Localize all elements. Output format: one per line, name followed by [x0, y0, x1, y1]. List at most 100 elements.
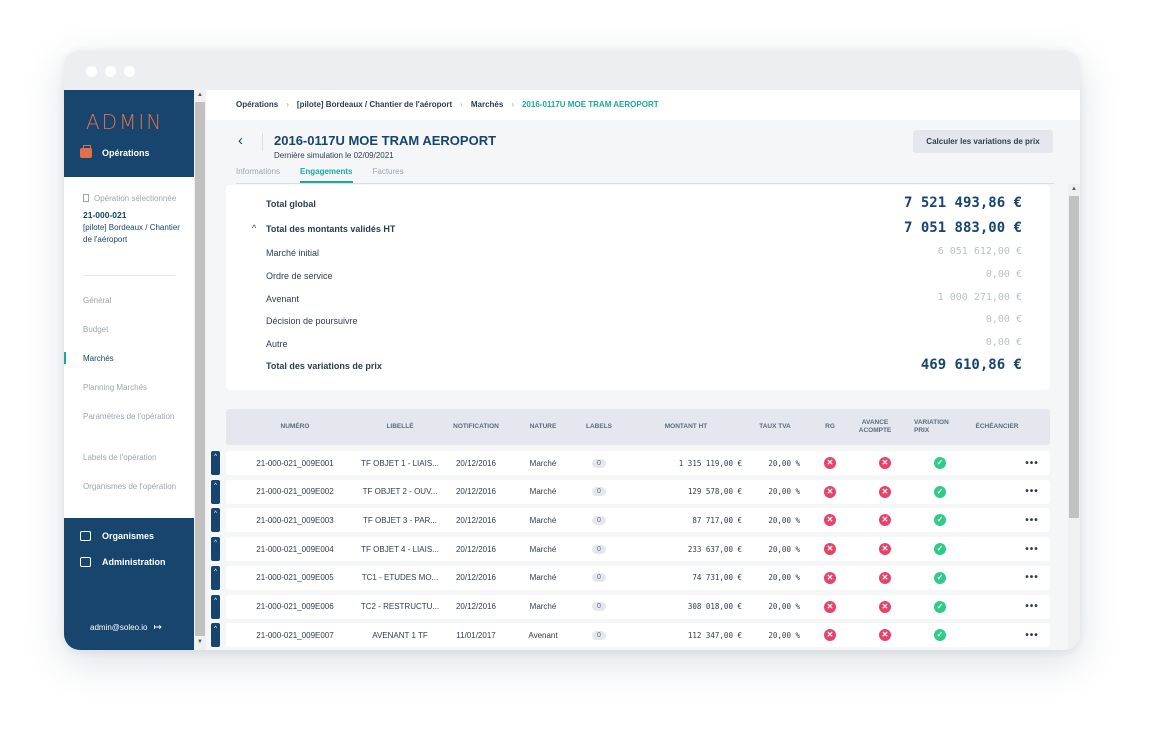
- more-options-icon[interactable]: •••: [1025, 514, 1039, 526]
- sidebar-scroll-thumb[interactable]: [195, 102, 205, 636]
- scroll-up-icon[interactable]: ▲: [1071, 186, 1077, 192]
- sidebar-item-organismes-operation[interactable]: Organismes de l'opération: [83, 482, 177, 491]
- main-scrollbar[interactable]: ▲: [1068, 184, 1080, 650]
- sidebar-item-budget[interactable]: Budget: [83, 325, 109, 334]
- cell-nature: Marché: [529, 602, 557, 611]
- table-row[interactable]: 21-000-021_009E007 AVENANT 1 TF 11/01/2017…: [226, 623, 1050, 648]
- nav-administration[interactable]: Administration: [80, 557, 166, 567]
- expand-row-button[interactable]: ^: [211, 479, 220, 504]
- labels-count-badge[interactable]: 0: [592, 602, 606, 611]
- sidebar-item-general[interactable]: Général: [83, 296, 112, 305]
- cell-rg: ✕: [810, 595, 850, 619]
- tab-factures[interactable]: Factures: [372, 167, 404, 176]
- user-account[interactable]: admin@soleo.io ↦: [90, 622, 162, 633]
- cell-labels: 0: [572, 508, 626, 532]
- labels-count-badge[interactable]: 0: [592, 487, 606, 497]
- sidebar-item-labels[interactable]: Labels de l'opération: [83, 453, 157, 462]
- cell-tva: 20,00 %: [768, 544, 800, 554]
- calculate-variations-button[interactable]: Calculer les variations de prix: [913, 130, 1053, 153]
- x-circle-icon: ✕: [879, 485, 891, 498]
- column-header-rg[interactable]: RG: [825, 423, 835, 430]
- sidebar-item-parametres[interactable]: Paramètres de l'opération: [83, 412, 175, 421]
- more-options-icon[interactable]: •••: [1025, 457, 1039, 469]
- main-content: Opérations › [pilote] Bordeaux / Chantie…: [206, 90, 1080, 650]
- main-scroll-thumb[interactable]: [1069, 196, 1079, 518]
- column-header-nature[interactable]: NATURE: [529, 423, 557, 430]
- column-header-numero[interactable]: NUMÉRO: [280, 423, 310, 430]
- summary-line: Ordre de service 0,00 €: [226, 267, 1050, 287]
- expand-row-button[interactable]: ^: [211, 537, 220, 562]
- column-header-libelle[interactable]: LIBELLÉ: [386, 423, 414, 430]
- cell-libelle: TF OBJET 4 - LIAIS...: [361, 544, 439, 554]
- summary-validated[interactable]: ^ Total des montants validés HT 7 051 88…: [226, 220, 1050, 240]
- breadcrumb-item[interactable]: Marchés: [470, 100, 504, 109]
- labels-count-badge[interactable]: 0: [592, 573, 606, 583]
- chevron-up-icon[interactable]: ^: [252, 223, 257, 233]
- nav-operations[interactable]: Opérations: [80, 145, 150, 158]
- cell-rg: ✕: [810, 508, 850, 532]
- tab-engagements[interactable]: Engagements: [300, 167, 353, 183]
- breadcrumb-item[interactable]: [pilote] Bordeaux / Chantier de l'aéropo…: [296, 100, 453, 109]
- sidebar-item-marches[interactable]: Marchés: [83, 354, 114, 363]
- building-icon: [83, 194, 89, 202]
- expand-row-button[interactable]: ^: [211, 565, 220, 590]
- cell-notification: 20/12/2016: [455, 573, 497, 583]
- labels-count-badge[interactable]: 0: [592, 515, 606, 525]
- more-options-icon[interactable]: •••: [1025, 629, 1039, 641]
- nav-organismes[interactable]: Organismes: [80, 531, 154, 541]
- admin-logo: ADMIN: [86, 110, 164, 134]
- column-header-avance[interactable]: AVANCE ACOMPTE: [852, 409, 898, 445]
- back-arrow-icon[interactable]: ‹: [238, 132, 243, 149]
- table-row[interactable]: 21-000-021_009E005 TC1 - ETUDES MO... 20/1…: [226, 565, 1050, 590]
- summary-line: Autre 0,00 €: [226, 335, 1050, 355]
- x-circle-icon: ✕: [824, 600, 836, 613]
- sidebar-scrollbar[interactable]: ▲ ▼: [194, 90, 206, 650]
- expand-row-button[interactable]: ^: [211, 623, 220, 648]
- check-circle-icon: ✓: [934, 457, 946, 469]
- cell-tva: 20,00 %: [768, 458, 800, 468]
- column-header-labels[interactable]: LABELS: [586, 423, 612, 430]
- labels-count-badge[interactable]: 0: [592, 630, 606, 640]
- summary-label: Décision de poursuivre: [266, 316, 358, 326]
- window-dot[interactable]: [124, 66, 135, 77]
- tab-informations[interactable]: Informations: [236, 167, 281, 176]
- column-header-variation[interactable]: VARIATION PRIX: [906, 409, 958, 445]
- logout-icon[interactable]: ↦: [153, 622, 162, 633]
- column-header-variation-line2: PRIX: [914, 427, 930, 434]
- column-header-montant[interactable]: MONTANT HT: [664, 423, 708, 430]
- check-circle-icon: ✓: [934, 600, 946, 613]
- check-circle-icon: ✓: [934, 629, 946, 642]
- page-subtitle: Dernière simulation le 02/09/2021: [274, 151, 394, 160]
- cell-tva: 20,00 %: [768, 630, 800, 640]
- table-row[interactable]: 21-000-021_009E004 TF OBJET 4 - LIAIS... 2…: [226, 537, 1050, 562]
- column-header-echeancier[interactable]: ÉCHÉANCIER: [975, 423, 1019, 430]
- more-options-icon[interactable]: •••: [1025, 572, 1039, 584]
- more-options-icon[interactable]: •••: [1025, 543, 1039, 555]
- expand-row-button[interactable]: ^: [211, 451, 220, 475]
- more-options-icon[interactable]: •••: [1025, 601, 1039, 612]
- table-row[interactable]: 21-000-021_009E001 TF OBJET 1 - LIAIS... 2…: [226, 451, 1050, 475]
- column-header-tva[interactable]: TAUX TVA: [759, 423, 791, 430]
- scroll-down-icon[interactable]: ▼: [197, 639, 203, 645]
- cell-actions: •••: [1012, 595, 1052, 619]
- breadcrumb-item[interactable]: Opérations: [236, 100, 279, 109]
- cell-notification: 20/12/2016: [455, 458, 497, 468]
- expand-row-button[interactable]: ^: [211, 508, 220, 533]
- window-dot[interactable]: [86, 66, 97, 77]
- labels-count-badge[interactable]: 0: [592, 544, 606, 554]
- sidebar-item-planning[interactable]: Planning Marchés: [83, 383, 148, 392]
- window-dot[interactable]: [105, 66, 116, 77]
- column-header-avance-line1: AVANCE: [861, 419, 889, 426]
- scroll-up-icon[interactable]: ▲: [197, 92, 203, 98]
- cell-numero: 21-000-021_009E006: [256, 602, 334, 611]
- more-options-icon[interactable]: •••: [1025, 486, 1039, 498]
- cell-nature: Marché: [529, 544, 557, 554]
- table-row[interactable]: 21-000-021_009E002 TF OBJET 2 - OUV... 20/…: [226, 479, 1050, 504]
- column-header-notification[interactable]: NOTIFICATION: [453, 423, 499, 430]
- summary-amount: 0,00 €: [985, 337, 1022, 348]
- summary-amount: 1 000 271,00 €: [937, 292, 1022, 303]
- table-row[interactable]: 21-000-021_009E006 TC2 - RESTRUCTU... 20/1…: [226, 594, 1052, 619]
- table-row[interactable]: 21-000-021_009E003 TF OBJET 3 - PAR... 20/…: [226, 508, 1050, 533]
- labels-count-badge[interactable]: 0: [592, 458, 606, 468]
- expand-row-button[interactable]: ^: [211, 594, 220, 619]
